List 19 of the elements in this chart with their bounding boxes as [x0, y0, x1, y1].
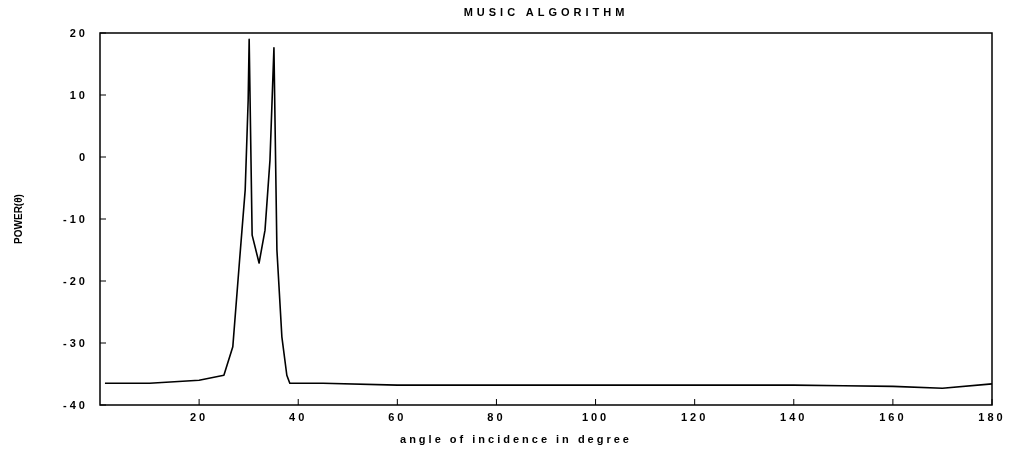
x-tick-label: 20	[189, 411, 209, 423]
y-tick-label: -30	[63, 336, 88, 349]
x-tick-label: 60	[388, 411, 407, 423]
y-tick-label: -20	[63, 274, 88, 287]
x-tick-label: 120	[680, 411, 709, 423]
y-axis-title: POWER(θ)	[13, 194, 24, 244]
x-tick-label: 100	[581, 411, 610, 423]
y-tick-label: -10	[63, 212, 88, 225]
x-tick-label: 160	[879, 411, 907, 423]
x-tick-label: 80	[487, 411, 506, 423]
y-tick-label: -40	[63, 398, 88, 411]
y-tick-label: 0	[78, 150, 88, 163]
y-tick-label: 10	[69, 88, 88, 101]
x-tick-label: 140	[780, 411, 808, 423]
chart-title: MUSIC ALGORITHM	[463, 6, 629, 18]
x-tick-label: 40	[289, 411, 308, 423]
x-tick-label: 180	[978, 411, 1006, 423]
x-axis-title: angle of incidence in degree	[400, 433, 632, 445]
y-tick-label: 20	[69, 26, 88, 39]
